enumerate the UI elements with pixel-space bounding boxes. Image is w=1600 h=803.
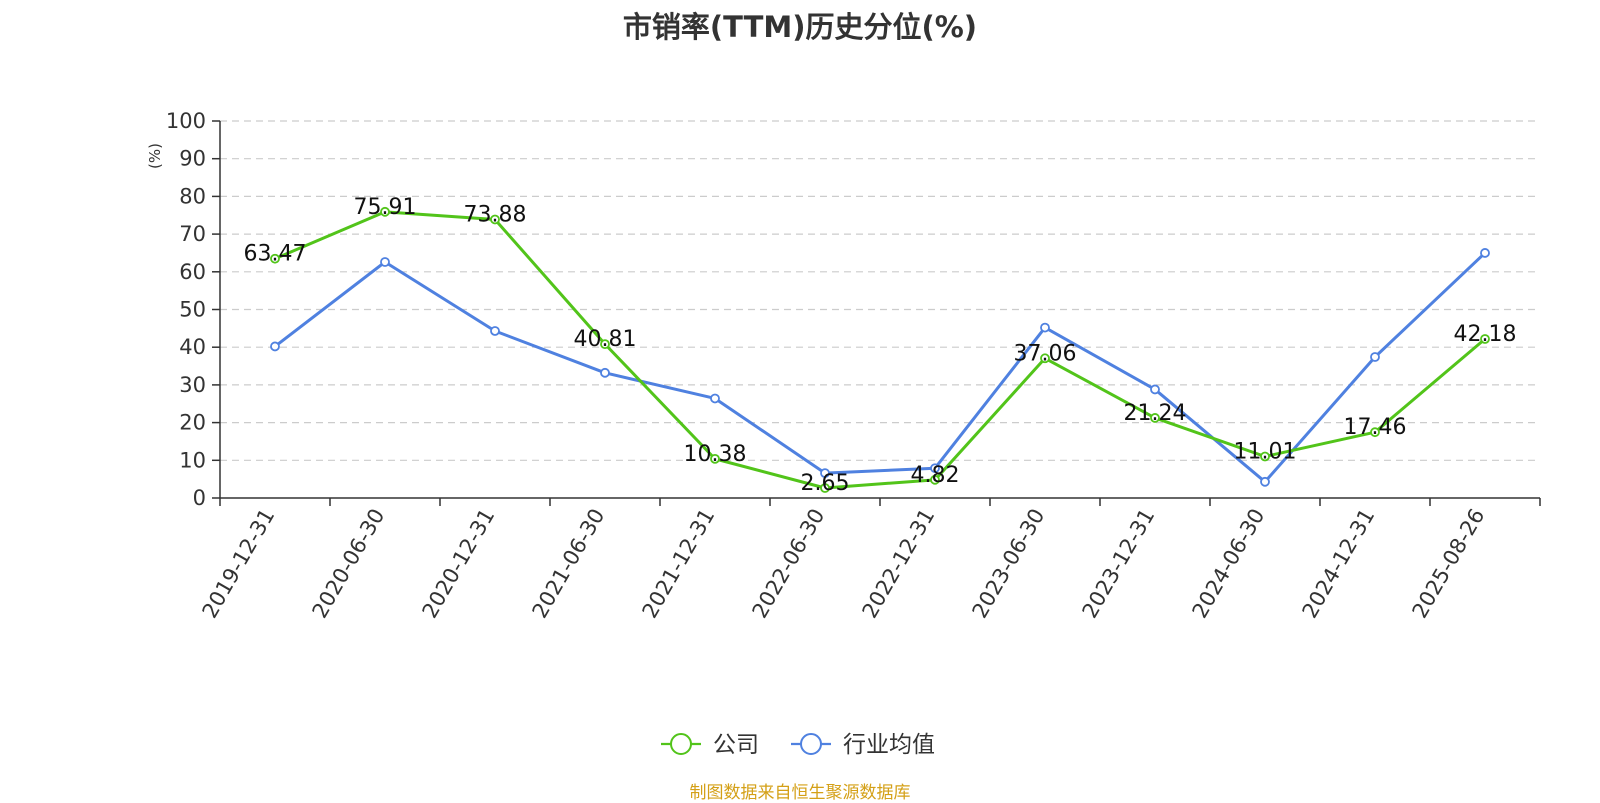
data-point[interactable] (490, 214, 500, 225)
x-tick-label: 2021-12-31 (638, 505, 720, 623)
x-tick-label: 2023-06-30 (968, 505, 1050, 623)
data-point[interactable] (1040, 353, 1050, 364)
y-tick-label: 10 (179, 448, 206, 472)
y-axis-unit-label: (%) (146, 143, 164, 169)
legend[interactable]: 公司 行业均值 (661, 732, 935, 758)
y-tick-label: 80 (179, 184, 206, 208)
data-label: 2.65 (801, 471, 850, 496)
data-point[interactable] (1370, 427, 1380, 438)
data-point[interactable] (1260, 451, 1270, 462)
data-point[interactable] (1480, 248, 1490, 258)
data-labels: 63.47 75.91 73.88 40.81 10.38 2.65 4.82 37.06 21… (244, 195, 1517, 496)
data-label: 40.81 (574, 327, 637, 352)
y-tick-label: 0 (193, 486, 206, 510)
legend-circle-icon (800, 733, 822, 755)
data-point[interactable] (1040, 322, 1050, 333)
y-tick-label: 30 (179, 373, 206, 397)
data-label: 11.01 (1234, 439, 1297, 464)
data-point[interactable] (490, 326, 500, 336)
data-label: 42.18 (1454, 322, 1517, 347)
y-tick-label: 70 (179, 222, 206, 246)
data-point[interactable] (1260, 476, 1270, 487)
data-label: 10.38 (684, 442, 747, 467)
legend-label: 公司 (713, 732, 759, 758)
x-tick-label: 2024-06-30 (1188, 505, 1270, 623)
legend-circle-icon (670, 733, 692, 755)
grid-lines (220, 120, 1540, 461)
data-point[interactable] (1150, 413, 1160, 423)
series-layer (270, 206, 1490, 493)
legend-label: 行业均值 (843, 732, 935, 758)
series-line (274, 251, 1487, 484)
x-tick-label: 2022-06-30 (748, 505, 830, 623)
data-point[interactable] (1480, 334, 1490, 344)
y-tick-label: 50 (179, 298, 206, 322)
data-point[interactable] (600, 339, 610, 350)
x-tick-label: 2019-12-31 (198, 505, 280, 623)
data-label: 63.47 (244, 242, 307, 267)
data-point[interactable] (820, 483, 830, 493)
data-point[interactable] (930, 463, 940, 474)
legend-item[interactable]: 公司 (661, 732, 759, 758)
data-point[interactable] (710, 393, 720, 404)
y-tick-label: 60 (179, 260, 206, 284)
data-label: 73.88 (464, 202, 527, 227)
y-tick-label: 20 (179, 411, 206, 435)
data-label: 75.91 (354, 195, 417, 220)
x-tick-label: 2020-06-30 (308, 505, 390, 623)
x-tick-label: 2022-12-31 (858, 505, 940, 623)
chart-title: 市销率(TTM)历史分位(%) (622, 10, 978, 44)
data-point[interactable] (270, 341, 280, 352)
data-point[interactable] (270, 253, 280, 264)
data-point[interactable] (380, 206, 390, 217)
y-tick-label: 100 (166, 109, 206, 133)
data-label: 21.24 (1124, 401, 1187, 426)
data-point[interactable] (600, 367, 610, 378)
y-tick-label: 40 (179, 335, 206, 359)
data-source-note: 制图数据来自恒生聚源数据库 (689, 783, 911, 803)
data-point[interactable] (710, 453, 720, 464)
data-label: 4.82 (911, 463, 960, 488)
data-point[interactable] (1150, 384, 1160, 395)
legend-item[interactable]: 行业均值 (791, 732, 935, 758)
x-tick-label: 2020-12-31 (418, 505, 500, 623)
data-label: 17.46 (1344, 415, 1407, 440)
data-point[interactable] (820, 468, 830, 479)
data-label: 37.06 (1014, 341, 1077, 366)
axes: 0 10 20 30 40 50 60 70 80 90 100 2019-12-31 2020-06-… (166, 109, 1541, 623)
x-tick-label: 2021-06-30 (528, 505, 610, 623)
x-tick-label: 2024-12-31 (1298, 505, 1380, 623)
data-point[interactable] (380, 257, 390, 267)
x-tick-label: 2023-12-31 (1078, 505, 1160, 623)
data-point[interactable] (930, 474, 940, 485)
y-tick-label: 90 (179, 147, 206, 171)
data-point[interactable] (1370, 352, 1380, 362)
series-line (274, 210, 1486, 490)
x-tick-label: 2025-08-26 (1408, 505, 1490, 623)
